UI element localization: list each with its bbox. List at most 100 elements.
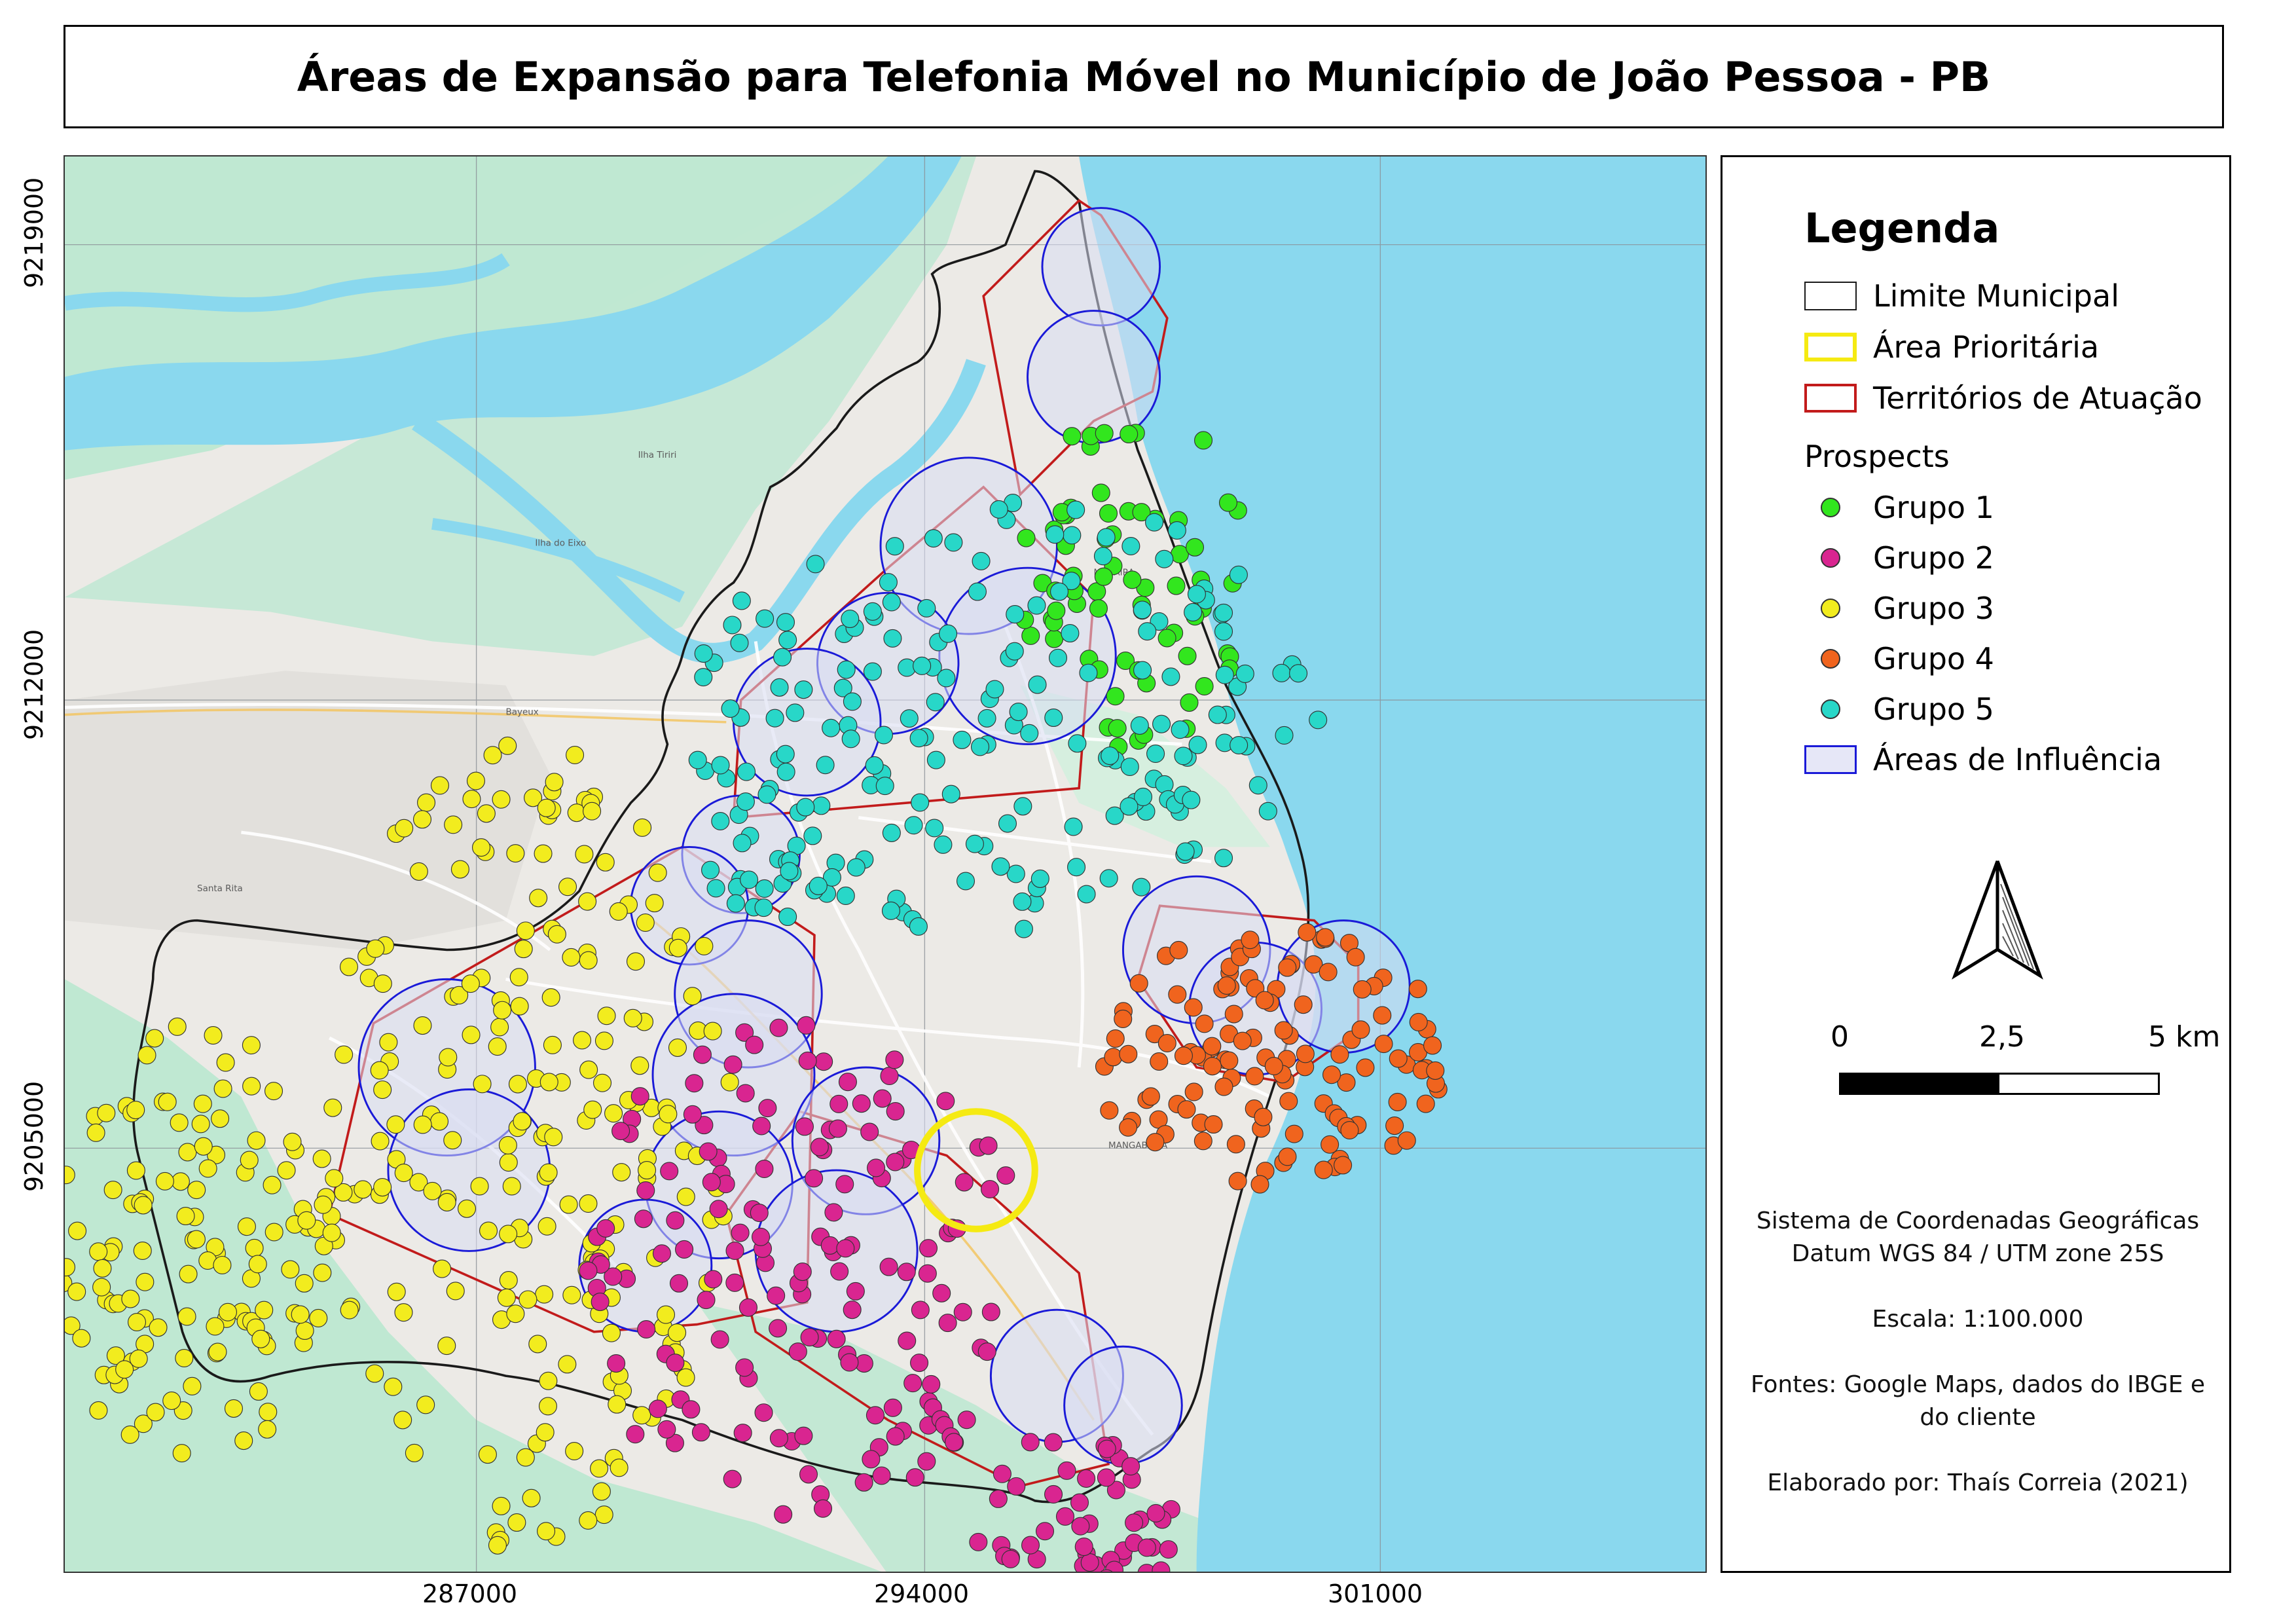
prospect-point-grupo-3	[645, 894, 664, 913]
prospect-point-grupo-5	[1105, 806, 1124, 825]
prospect-point-grupo-3	[537, 798, 556, 817]
prospect-point-grupo-3	[89, 1401, 108, 1420]
prospect-point-grupo-3	[120, 1425, 139, 1444]
prospect-point-grupo-4	[1374, 1035, 1393, 1054]
prospect-point-grupo-3	[127, 1312, 147, 1332]
prospect-point-grupo-2	[636, 1181, 655, 1200]
prospect-point-grupo-5	[1214, 849, 1233, 868]
prospect-point-grupo-3	[281, 1260, 300, 1279]
prospect-point-grupo-2	[1070, 1493, 1089, 1512]
prospect-point-grupo-5	[1167, 521, 1186, 540]
prospect-point-grupo-3	[490, 1018, 509, 1037]
prospect-point-grupo-5	[1063, 526, 1082, 545]
prospect-point-grupo-4	[1150, 1052, 1169, 1071]
prospect-point-grupo-2	[830, 1262, 849, 1281]
prospect-point-grupo-2	[637, 1320, 656, 1339]
prospect-point-grupo-3	[502, 1177, 521, 1196]
prospect-point-grupo-5	[733, 834, 752, 853]
prospect-point-grupo-3	[443, 1131, 462, 1150]
prospect-point-grupo-2	[769, 1018, 788, 1037]
prospect-point-grupo-2	[1152, 1561, 1171, 1572]
prospect-point-grupo-2	[669, 1274, 689, 1293]
prospect-point-grupo-3	[218, 1302, 238, 1321]
prospect-point-grupo-2	[981, 1179, 1000, 1198]
prospect-point-grupo-3	[583, 1100, 602, 1119]
prospect-point-grupo-5	[812, 796, 831, 815]
prospect-point-grupo-2	[596, 1219, 615, 1238]
prospect-point-grupo-3	[97, 1103, 116, 1122]
prospect-point-grupo-4	[1195, 1014, 1214, 1033]
prospect-point-grupo-5	[822, 718, 841, 737]
prospect-point-grupo-5	[1258, 802, 1277, 821]
prospect-point-grupo-2	[886, 1427, 905, 1446]
prospect-point-grupo-3	[437, 1192, 456, 1211]
prospect-point-grupo-2	[652, 1244, 671, 1263]
prospect-point-grupo-5	[904, 816, 923, 835]
prospect-point-grupo-2	[989, 1489, 1008, 1508]
prospect-point-grupo-5	[900, 709, 919, 728]
map-frame[interactable]: Bayeux Santa Rita Ilha Tiriri Ilha do Eixo M…	[64, 155, 1707, 1573]
prospect-point-grupo-2	[919, 1239, 938, 1258]
prospect-point-grupo-5	[875, 777, 894, 796]
prospect-point-grupo-5	[723, 616, 742, 635]
prospect-point-grupo-3	[479, 1221, 498, 1240]
prospect-point-grupo-5	[794, 680, 813, 699]
prospect-point-grupo-3	[539, 1073, 558, 1092]
prospect-point-grupo-4	[1194, 1132, 1212, 1151]
prospect-point-grupo-3	[242, 1077, 261, 1096]
prospect-point-grupo-5	[977, 709, 996, 728]
prospect-point-grupo-1	[1021, 626, 1040, 645]
prospect-point-grupo-3	[558, 877, 577, 896]
prospect-point-grupo-5	[721, 699, 740, 718]
prospect-point-grupo-5	[726, 894, 745, 913]
prospect-point-grupo-3	[559, 1195, 578, 1214]
prospect-point-grupo-4	[1340, 1120, 1359, 1140]
prospect-point-grupo-3	[562, 1285, 581, 1304]
prospect-point-grupo-2	[813, 1499, 833, 1518]
prospect-point-grupo-3	[579, 1511, 598, 1530]
prospects-heading: Prospects	[1804, 439, 1950, 474]
prospect-point-grupo-4	[1177, 1100, 1196, 1119]
prospect-point-grupo-2	[660, 1162, 679, 1181]
prospect-point-grupo-1	[1017, 528, 1036, 547]
prospect-point-grupo-3	[499, 1271, 518, 1290]
prospect-point-grupo-2	[800, 1328, 819, 1347]
prospect-point-grupo-5	[1130, 716, 1149, 735]
prospect-point-grupo-5	[1014, 919, 1033, 938]
prospect-point-grupo-2	[1100, 1569, 1113, 1572]
prospect-point-grupo-3	[234, 1431, 253, 1450]
prospect-point-grupo-3	[136, 1272, 155, 1291]
map-label-bayeux: Bayeux	[506, 708, 539, 718]
prospect-point-grupo-5	[1152, 714, 1171, 733]
prospect-point-grupo-5	[863, 602, 882, 621]
prospect-point-grupo-4	[1353, 980, 1372, 999]
legend-item-grupo-2: Grupo 2	[1801, 538, 1994, 578]
prospect-point-grupo-3	[676, 1368, 695, 1387]
prospect-point-grupo-3	[695, 936, 714, 955]
prospect-point-grupo-2	[905, 1468, 924, 1487]
prospect-point-grupo-4	[1285, 1124, 1303, 1143]
prospect-point-grupo-2	[798, 1051, 817, 1070]
prospect-point-grupo-5	[765, 709, 784, 728]
prospect-point-grupo-3	[668, 1038, 687, 1057]
prospect-point-grupo-2	[1146, 1504, 1165, 1522]
prospect-point-grupo-2	[774, 1505, 793, 1524]
prospect-point-grupo-4	[1321, 1135, 1339, 1154]
prospect-point-grupo-2	[945, 1433, 964, 1452]
prospect-point-grupo-2	[1077, 1469, 1096, 1488]
prospect-point-grupo-3	[68, 1221, 87, 1240]
map-label-ilha-eixo: Ilha do Eixo	[535, 539, 586, 549]
prospect-point-grupo-3	[514, 940, 533, 959]
prospect-point-grupo-4	[1264, 1056, 1283, 1075]
prospect-point-grupo-5	[740, 870, 759, 889]
prospect-point-grupo-2	[993, 1464, 1011, 1483]
prospect-point-grupo-2	[666, 1354, 685, 1373]
prospect-point-grupo-5	[879, 573, 898, 592]
prospect-point-grupo-2	[702, 1173, 721, 1192]
prospect-point-grupo-2	[936, 1092, 955, 1111]
prospect-point-grupo-5	[1182, 790, 1201, 809]
prospect-point-grupo-5	[874, 726, 893, 745]
prospect-point-grupo-3	[170, 1113, 189, 1132]
river-sanhaua	[412, 359, 986, 664]
